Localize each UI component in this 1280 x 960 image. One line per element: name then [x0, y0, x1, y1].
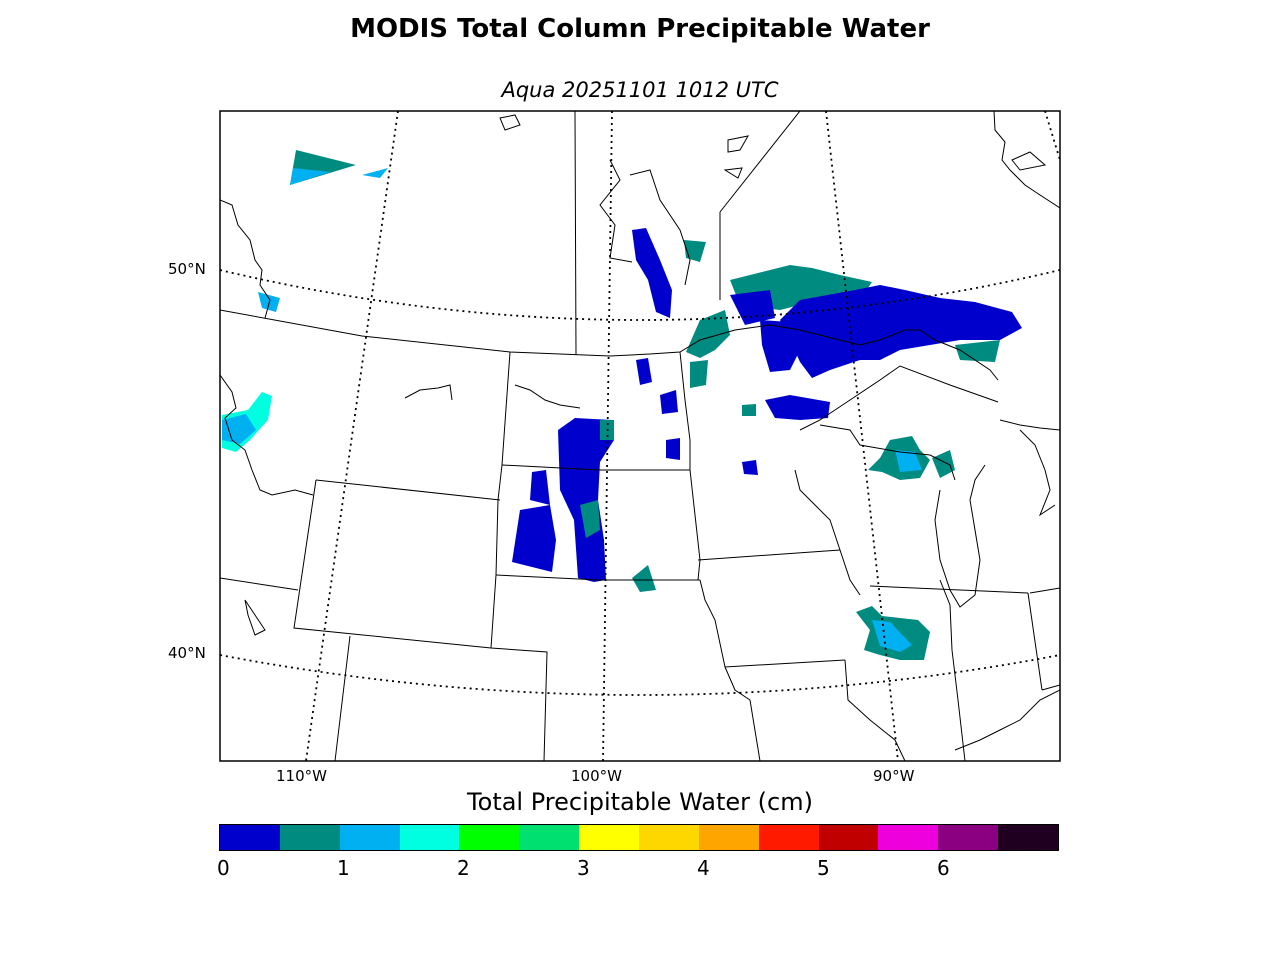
colorbar-cell	[220, 825, 280, 850]
colorbar-cell	[279, 825, 340, 850]
colorbar-cell	[818, 825, 879, 850]
colorbar-cell	[878, 825, 939, 850]
colorbar-title: Total Precipitable Water (cm)	[467, 788, 813, 816]
lon-label-110: 110°W	[276, 767, 327, 785]
boundaries	[220, 111, 1060, 761]
colorbar-cell	[579, 825, 640, 850]
colorbar-tick-label: 0	[217, 856, 230, 880]
chart-subtitle: Aqua 20251101 1012 UTC	[501, 78, 779, 102]
lon-label-100: 100°W	[571, 767, 622, 785]
colorbar-cell	[399, 825, 460, 850]
colorbar-tick-label: 6	[937, 856, 950, 880]
colorbar-cell	[639, 825, 699, 850]
colorbar-tick-label: 2	[457, 856, 470, 880]
colorbar-cell	[519, 825, 580, 850]
colorbar-tick-label: 1	[337, 856, 350, 880]
colorbar-tick-label: 3	[577, 856, 590, 880]
colorbar-cell	[339, 825, 400, 850]
colorbar-cell	[998, 825, 1059, 850]
lat-label-40: 40°N	[168, 644, 206, 662]
lon-label-90: 90°W	[873, 767, 915, 785]
colorbar	[219, 824, 1059, 851]
map-frame	[219, 110, 1061, 762]
colorbar-cell	[459, 825, 520, 850]
graticule	[220, 111, 1060, 761]
colorbar-cell	[938, 825, 999, 850]
colorbar-tick-label: 5	[817, 856, 830, 880]
colorbar-cell	[758, 825, 819, 850]
colorbar-tick-label: 4	[697, 856, 710, 880]
pw-field	[222, 150, 1022, 660]
colorbar-cell	[698, 825, 759, 850]
lat-label-50: 50°N	[168, 260, 206, 278]
chart-title: MODIS Total Column Precipitable Water	[350, 14, 930, 44]
